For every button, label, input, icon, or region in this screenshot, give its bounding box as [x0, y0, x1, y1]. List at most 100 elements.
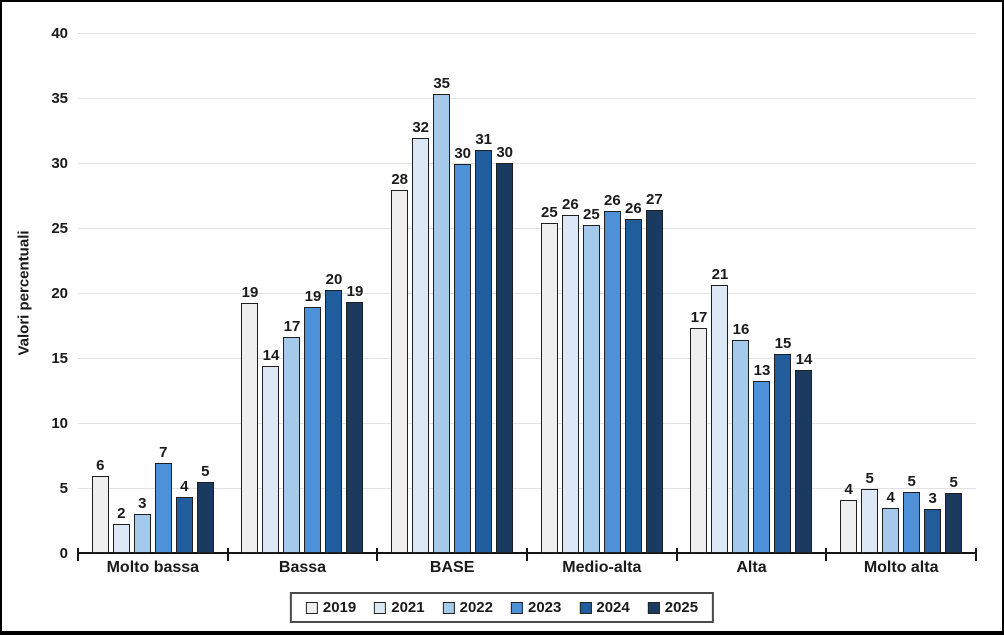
bar-wrap: 5: [196, 464, 214, 553]
legend-item: 2021: [374, 599, 425, 616]
y-tick-label: 25: [51, 220, 68, 237]
bar-wrap: 19: [346, 283, 364, 553]
bar-wrap: 6: [91, 457, 109, 553]
x-axis-tick: [376, 548, 379, 561]
bar-2023: [753, 381, 771, 553]
bar-group: 28 32 35 30 31 30: [377, 76, 527, 553]
bar-2024: [924, 508, 942, 553]
legend-label: 2019: [322, 599, 357, 616]
bar-2022: [732, 339, 750, 553]
category-label: Alta: [736, 559, 767, 576]
bar-value-label: 4: [180, 478, 189, 496]
bar-2025: [645, 209, 663, 553]
bar-wrap: 26: [561, 196, 579, 553]
x-axis-tick: [226, 548, 229, 561]
bar-value-label: 4: [886, 488, 895, 506]
bar-wrap: 26: [624, 199, 642, 553]
y-axis: 0 5 10 15 20 25 30 35 40: [2, 2, 68, 631]
bar-value-label: 5: [865, 470, 874, 488]
bar-2024: [475, 150, 493, 553]
bar-wrap: 20: [325, 272, 343, 553]
bar-wrap: 31: [475, 131, 493, 553]
bar-value-label: 25: [582, 206, 600, 224]
bar-group: 17 21 16 13 15 14: [677, 267, 827, 553]
bar-2023: [903, 491, 921, 553]
legend-item: 2025: [647, 599, 699, 616]
bar-value-label: 5: [949, 474, 958, 492]
bar-value-label: 4: [844, 480, 853, 498]
bar-2025: [945, 493, 963, 553]
bar-value-label: 19: [304, 288, 322, 306]
bar-2021: [561, 215, 579, 553]
bar-value-label: 17: [690, 309, 708, 327]
bar-2019: [840, 499, 858, 553]
bar-2024: [624, 218, 642, 553]
bar-value-label: 25: [540, 203, 558, 221]
bar-wrap: 5: [861, 470, 879, 553]
bar-value-label: 26: [624, 199, 642, 217]
bar-value-label: 14: [795, 350, 813, 368]
legend-label: 2023: [528, 599, 562, 616]
bar-2021: [711, 285, 729, 553]
bar-2019: [391, 190, 409, 553]
bar-wrap: 17: [283, 318, 301, 553]
bar-2019: [91, 476, 109, 553]
bar-value-label: 14: [262, 346, 280, 364]
y-tick-label: 15: [51, 350, 68, 367]
bar-value-label: 16: [732, 320, 750, 338]
bar-value-label: 7: [159, 444, 168, 462]
bar-wrap: 30: [454, 146, 472, 553]
bar-wrap: 17: [690, 309, 708, 553]
gridline: [78, 163, 976, 164]
bar-wrap: 4: [882, 488, 900, 553]
legend: 2019 2021 2022 2023 2024 2025: [289, 592, 715, 623]
y-tick-label: 35: [51, 90, 68, 107]
bar-value-label: 5: [907, 472, 916, 490]
category-label: Molto alta: [863, 559, 939, 576]
gridline: [78, 358, 976, 359]
bar-2019: [241, 303, 259, 553]
legend-swatch: [374, 601, 387, 614]
y-tick-label: 40: [51, 25, 68, 42]
bar-2025: [496, 163, 514, 553]
bar-value-label: 31: [475, 131, 492, 148]
bar-wrap: 15: [774, 336, 792, 553]
bar-value-label: 19: [346, 283, 364, 301]
bar-2023: [304, 307, 322, 553]
legend-item: 2023: [511, 600, 561, 615]
legend-swatch: [305, 601, 318, 614]
legend-item: 2024: [579, 600, 630, 615]
x-axis-tick: [77, 548, 79, 561]
bar-wrap: 2: [112, 506, 130, 553]
bar-group: 25 26 25 26 26 27: [527, 192, 677, 553]
legend-label: 2021: [391, 599, 425, 616]
gridline: [78, 423, 976, 424]
gridline: [78, 228, 976, 229]
bar-wrap: 30: [496, 144, 514, 553]
bar-value-label: 13: [753, 362, 771, 380]
bar-value-label: 26: [561, 196, 579, 213]
bar-wrap: 3: [133, 495, 151, 553]
bar-value-label: 21: [711, 266, 729, 284]
legend-swatch: [579, 601, 592, 614]
bar-2021: [262, 365, 280, 553]
bar-2022: [882, 507, 900, 553]
gridline: [78, 488, 976, 489]
bar-2022: [133, 514, 151, 553]
legend-label: 2025: [664, 599, 699, 616]
bar-value-label: 6: [96, 457, 105, 475]
legend-swatch: [442, 601, 455, 614]
bar-2021: [861, 489, 879, 553]
bar-value-label: 17: [283, 318, 301, 336]
bar-value-label: 3: [138, 495, 147, 512]
bar-wrap: 5: [903, 472, 921, 553]
bar-wrap: 4: [175, 478, 193, 553]
x-axis-tick: [975, 548, 977, 561]
legend-item: 2019: [305, 599, 357, 616]
bar-wrap: 35: [433, 76, 451, 553]
bar-value-label: 30: [496, 144, 513, 161]
bar-2021: [412, 138, 430, 553]
bar-wrap: 28: [391, 172, 409, 553]
